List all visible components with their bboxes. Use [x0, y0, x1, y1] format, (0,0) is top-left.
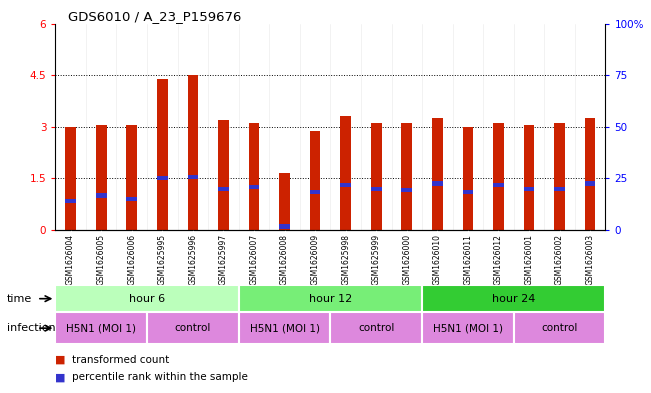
Text: H5N1 (MOI 1): H5N1 (MOI 1) [66, 323, 136, 333]
Text: GSM1626011: GSM1626011 [464, 234, 473, 285]
Bar [279, 224, 290, 228]
Bar [279, 173, 290, 230]
Text: GSM1626007: GSM1626007 [249, 234, 258, 285]
Text: GSM1625997: GSM1625997 [219, 234, 228, 285]
Bar [585, 182, 596, 185]
Bar [340, 183, 351, 187]
Text: GSM1626008: GSM1626008 [280, 234, 289, 285]
Bar [310, 190, 320, 194]
Bar [249, 123, 259, 230]
Bar [554, 187, 565, 191]
Bar [218, 187, 229, 191]
Bar [239, 312, 331, 344]
Bar [310, 131, 320, 230]
Bar [463, 190, 473, 194]
Text: GSM1625996: GSM1625996 [188, 234, 197, 285]
Text: GSM1626004: GSM1626004 [66, 234, 75, 285]
Text: control: control [358, 323, 395, 333]
Text: infection: infection [7, 323, 55, 333]
Text: GSM1626012: GSM1626012 [494, 234, 503, 285]
Bar [554, 123, 565, 230]
Bar [126, 197, 137, 201]
Bar [96, 193, 107, 198]
Text: GSM1626001: GSM1626001 [525, 234, 534, 285]
Bar [96, 125, 107, 230]
Text: H5N1 (MOI 1): H5N1 (MOI 1) [433, 323, 503, 333]
Bar [249, 185, 259, 189]
Text: control: control [174, 323, 211, 333]
Bar [239, 285, 422, 312]
Bar [147, 312, 239, 344]
Bar [432, 118, 443, 230]
Text: ■: ■ [55, 372, 66, 382]
Text: GDS6010 / A_23_P159676: GDS6010 / A_23_P159676 [68, 10, 242, 23]
Bar [585, 118, 596, 230]
Bar [422, 285, 605, 312]
Text: GSM1626002: GSM1626002 [555, 234, 564, 285]
Bar [422, 312, 514, 344]
Bar [55, 285, 239, 312]
Bar [65, 127, 76, 230]
Text: ■: ■ [55, 354, 66, 365]
Text: control: control [542, 323, 578, 333]
Text: GSM1626000: GSM1626000 [402, 234, 411, 285]
Text: H5N1 (MOI 1): H5N1 (MOI 1) [249, 323, 320, 333]
Text: hour 12: hour 12 [309, 294, 352, 304]
Bar [371, 187, 381, 191]
Bar [157, 176, 168, 180]
Text: GSM1626005: GSM1626005 [97, 234, 105, 285]
Bar [523, 125, 534, 230]
Bar [432, 182, 443, 185]
Bar [402, 188, 412, 193]
Bar [157, 79, 168, 230]
Bar [187, 75, 198, 230]
Text: GSM1626010: GSM1626010 [433, 234, 442, 285]
Text: percentile rank within the sample: percentile rank within the sample [72, 372, 247, 382]
Bar [126, 125, 137, 230]
Text: GSM1625998: GSM1625998 [341, 234, 350, 285]
Bar [330, 312, 422, 344]
Bar [493, 183, 504, 187]
Text: GSM1625995: GSM1625995 [158, 234, 167, 285]
Bar [463, 127, 473, 230]
Text: transformed count: transformed count [72, 354, 169, 365]
Bar [340, 116, 351, 230]
Bar [371, 123, 381, 230]
Text: hour 24: hour 24 [492, 294, 535, 304]
Bar [493, 123, 504, 230]
Bar [187, 174, 198, 179]
Text: hour 6: hour 6 [129, 294, 165, 304]
Bar [523, 187, 534, 191]
Text: time: time [7, 294, 32, 304]
Text: GSM1626009: GSM1626009 [311, 234, 320, 285]
Bar [514, 312, 605, 344]
Bar [55, 312, 147, 344]
Text: GSM1625999: GSM1625999 [372, 234, 381, 285]
Bar [218, 120, 229, 230]
Bar [402, 123, 412, 230]
Text: GSM1626006: GSM1626006 [127, 234, 136, 285]
Bar [65, 198, 76, 203]
Text: GSM1626003: GSM1626003 [586, 234, 594, 285]
